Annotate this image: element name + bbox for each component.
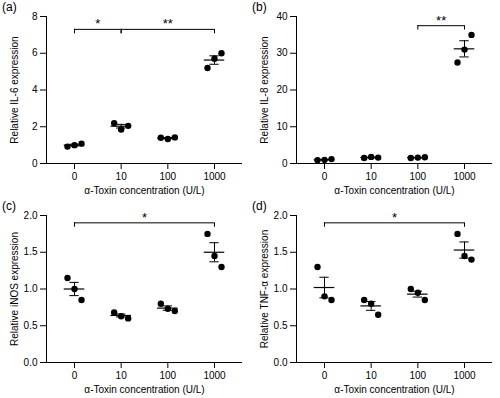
svg-text:100: 100 [159,171,176,182]
svg-text:α-Toxin concentration (U/L): α-Toxin concentration (U/L) [84,185,204,196]
svg-text:6: 6 [32,47,38,58]
svg-text:α-Toxin concentration (U/L): α-Toxin concentration (U/L) [334,185,454,196]
svg-text:0: 0 [322,171,328,182]
svg-text:10: 10 [116,171,128,182]
svg-text:100: 100 [159,370,176,381]
svg-text:20: 20 [276,84,288,95]
svg-text:Relative IL-6 expression: Relative IL-6 expression [9,36,20,143]
svg-text:100: 100 [409,171,426,182]
html-text:(c): (c) [2,199,16,213]
svg-text:1.0: 1.0 [24,283,38,294]
svg-text:0.0: 0.0 [274,357,288,368]
svg-text:10: 10 [366,171,378,182]
svg-text:1.0: 1.0 [274,283,288,294]
svg-text:40: 40 [276,11,288,22]
svg-text:Relative IL-8 expression: Relative IL-8 expression [259,36,270,143]
svg-text:8: 8 [32,11,38,22]
html-text:(a): (a) [2,0,17,14]
svg-text:0.5: 0.5 [24,320,38,331]
svg-text:10: 10 [116,370,128,381]
svg-text:1.5: 1.5 [24,246,38,257]
svg-text:0: 0 [72,370,78,381]
svg-text:30: 30 [276,47,288,58]
svg-text:0: 0 [72,171,78,182]
svg-text:1.5: 1.5 [274,246,288,257]
svg-text:10: 10 [276,121,288,132]
svg-text:Relative TNF-α expression: Relative TNF-α expression [259,230,270,348]
svg-text:2: 2 [32,121,38,132]
html-text:(d): (d) [252,199,267,213]
svg-text:0.5: 0.5 [274,320,288,331]
svg-text:1000: 1000 [203,370,226,381]
svg-text:Relative iNOS expression: Relative iNOS expression [9,232,20,346]
svg-text:**: ** [163,16,173,31]
svg-text:α-Toxin concentration (U/L): α-Toxin concentration (U/L) [334,384,454,395]
svg-text:2.0: 2.0 [24,210,38,221]
svg-text:2.0: 2.0 [274,210,288,221]
svg-text:1000: 1000 [453,171,476,182]
svg-text:1000: 1000 [453,370,476,381]
svg-text:0: 0 [322,370,328,381]
svg-text:0.0: 0.0 [24,357,38,368]
svg-text:10: 10 [366,370,378,381]
svg-text:0: 0 [32,158,38,169]
html-text:(b): (b) [252,0,267,14]
svg-text:4: 4 [32,84,38,95]
svg-text:0: 0 [282,158,288,169]
svg-text:100: 100 [409,370,426,381]
svg-text:**: ** [436,13,446,28]
svg-text:*: * [392,210,397,225]
svg-text:*: * [95,16,100,31]
svg-text:*: * [142,210,147,225]
svg-text:1000: 1000 [203,171,226,182]
svg-text:α-Toxin concentration (U/L): α-Toxin concentration (U/L) [84,384,204,395]
